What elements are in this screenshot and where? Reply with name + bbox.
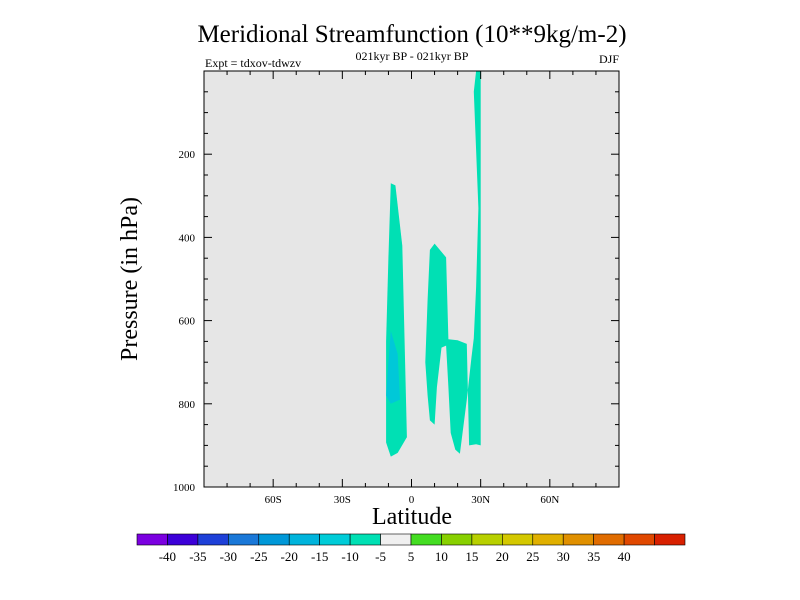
colorbar-label: -15 — [311, 549, 328, 564]
y-tick-label: 800 — [179, 399, 196, 411]
y-tick-label: 1000 — [173, 482, 196, 494]
colorbar-label: -10 — [341, 549, 358, 564]
colorbar-swatch — [136, 533, 168, 546]
colorbar-label: 20 — [496, 549, 509, 564]
colorbar-label: 5 — [408, 549, 415, 564]
chart-title: Meridional Streamfunction (10**9kg/m-2) — [197, 21, 626, 48]
colorbar-swatch — [258, 533, 290, 546]
season-label: DJF — [599, 52, 619, 66]
colorbar-swatch — [410, 533, 442, 546]
colorbar-label: 30 — [557, 549, 570, 564]
axis-ticks: 60S 30S 0 30N 60N 200 400 600 800 1000 — [173, 71, 619, 506]
experiment-label: Expt = tdxov-tdwzv — [205, 56, 301, 70]
colorbar-swatch — [654, 533, 686, 546]
colorbar-swatch — [502, 533, 534, 546]
colorbar-label: 35 — [587, 549, 600, 564]
colorbar: -40 -35 -30 -25 -20 -15 -10 -5 5 10 15 20 25 30 35 40 — [136, 533, 686, 564]
colorbar-swatch — [593, 533, 625, 546]
colorbar-label: 25 — [526, 549, 539, 564]
y-tick-label: 600 — [179, 316, 196, 328]
colorbar-swatch — [471, 533, 503, 546]
colorbar-swatch — [532, 533, 564, 546]
colorbar-swatch — [349, 533, 381, 546]
colorbar-label: -20 — [281, 549, 298, 564]
x-tick-label: 0 — [409, 494, 415, 506]
colorbar-swatch — [319, 533, 351, 546]
y-tick-label: 200 — [179, 149, 196, 161]
chart-subtitle: 021kyr BP - 021kyr BP — [356, 49, 469, 63]
contour-region-1 — [386, 331, 400, 404]
colorbar-label: 40 — [618, 549, 631, 564]
colorbar-label: 15 — [465, 549, 478, 564]
colorbar-swatch — [228, 533, 260, 546]
colorbar-label: -30 — [220, 549, 237, 564]
colorbar-swatch — [623, 533, 655, 546]
colorbar-label: -5 — [375, 549, 386, 564]
x-tick-label: 60N — [540, 494, 559, 506]
colorbar-swatch — [562, 533, 594, 546]
y-tick-label: 400 — [179, 232, 196, 244]
x-tick-label: 60S — [265, 494, 282, 506]
x-tick-label: 30S — [334, 494, 351, 506]
contour-regions — [386, 71, 481, 457]
colorbar-swatch — [441, 533, 473, 546]
colorbar-swatch — [288, 533, 320, 546]
colorbar-label: 10 — [435, 549, 448, 564]
plot-area — [204, 71, 619, 487]
y-axis-label: Pressure (in hPa) — [117, 197, 143, 361]
colorbar-swatch — [167, 533, 199, 546]
colorbar-label: -25 — [250, 549, 267, 564]
contour-region-2 — [425, 71, 481, 454]
colorbar-swatch — [197, 533, 229, 546]
x-axis-label: Latitude — [372, 504, 452, 530]
colorbar-swatch — [380, 533, 412, 546]
x-tick-label: 30N — [471, 494, 490, 506]
colorbar-label: -35 — [189, 549, 206, 564]
colorbar-label: -40 — [159, 549, 176, 564]
